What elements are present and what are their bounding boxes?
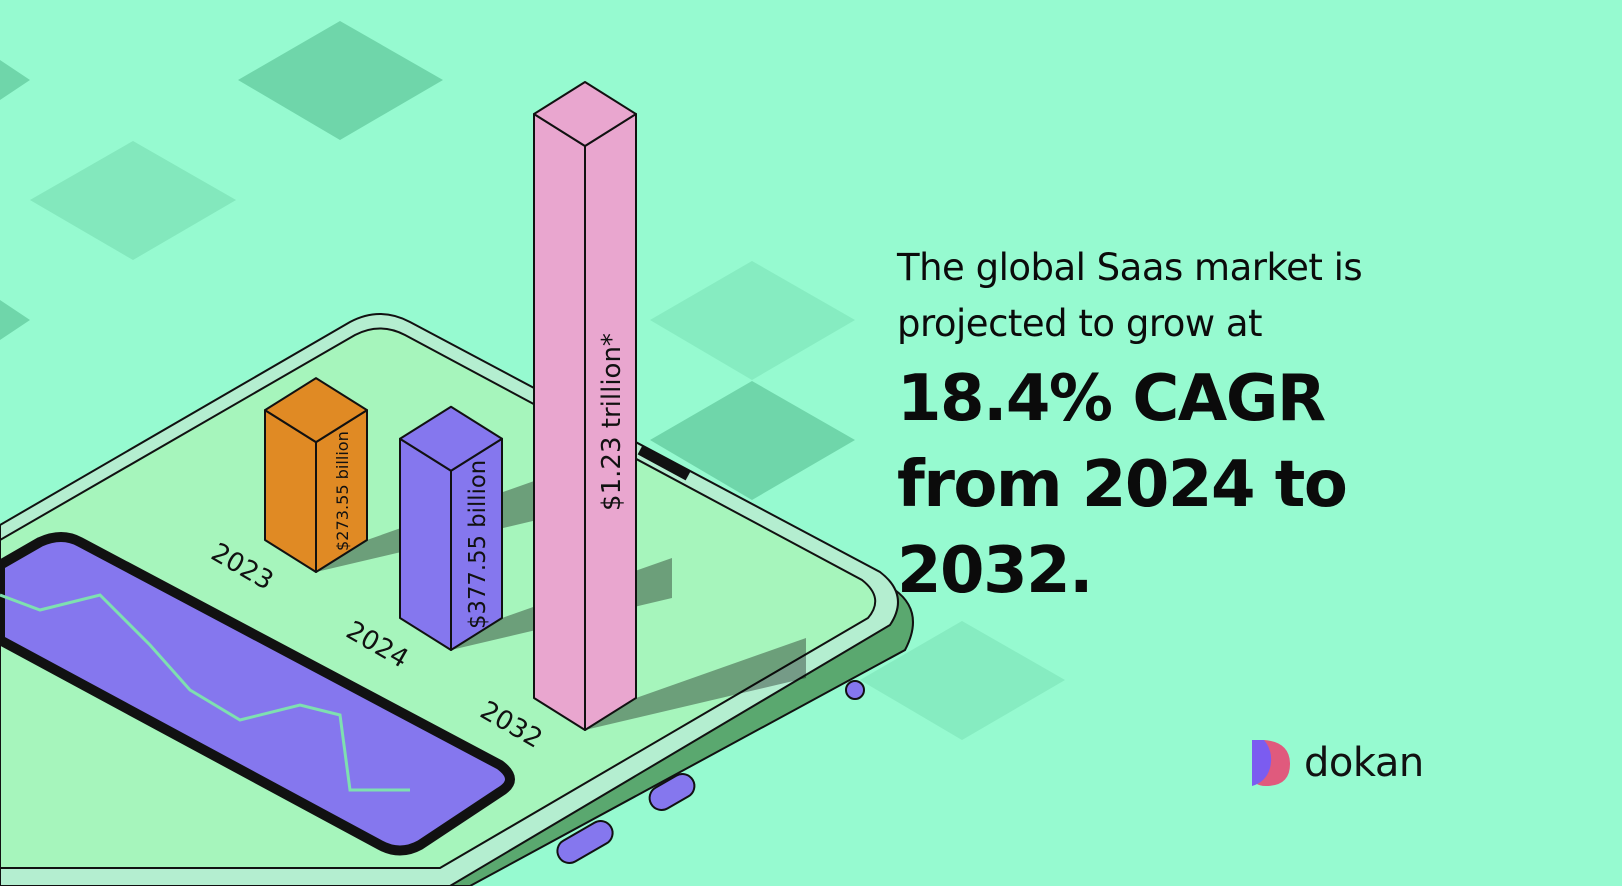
logo: dokan — [1250, 738, 1424, 788]
value-label: $1.23 trillion* — [597, 333, 627, 511]
bar-shadow — [585, 638, 806, 730]
bar — [533, 113, 586, 731]
bar — [399, 437, 452, 651]
value-label: $273.55 billion — [333, 431, 352, 551]
logo-icon — [1252, 740, 1290, 786]
bar-top — [264, 377, 368, 444]
headline: 18.4% CAGR from 2024 to 2032. — [897, 362, 1348, 608]
background-tiles — [0, 21, 1065, 740]
bar-top — [533, 81, 637, 147]
copy: The global Saas market is projected to g… — [897, 240, 1497, 614]
value-label: $377.55 billion — [465, 460, 491, 629]
bar-top — [399, 405, 503, 472]
subtitle: The global Saas market is projected to g… — [897, 246, 1363, 345]
logo-text: dokan — [1304, 740, 1424, 786]
